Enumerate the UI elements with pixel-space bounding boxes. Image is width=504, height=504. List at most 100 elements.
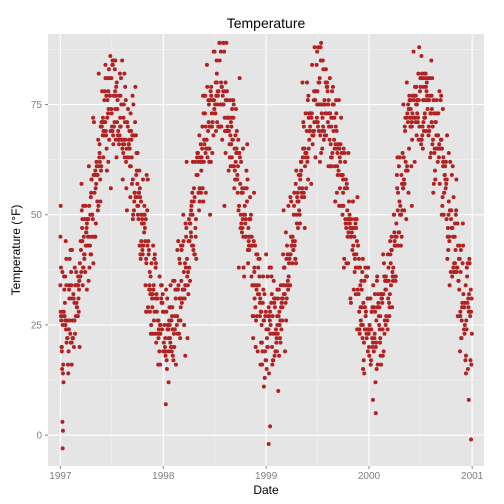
data-point bbox=[246, 239, 251, 244]
data-point bbox=[312, 45, 317, 50]
data-point bbox=[357, 327, 362, 332]
data-point bbox=[249, 274, 254, 279]
data-point bbox=[204, 62, 209, 67]
data-point bbox=[64, 256, 69, 261]
data-point bbox=[295, 190, 300, 195]
data-point bbox=[368, 358, 373, 363]
data-point bbox=[103, 128, 108, 133]
data-point bbox=[406, 102, 411, 107]
data-point bbox=[133, 120, 138, 125]
data-point bbox=[154, 309, 159, 314]
data-point bbox=[437, 142, 442, 147]
data-point bbox=[409, 164, 414, 169]
data-point bbox=[189, 234, 194, 239]
data-point bbox=[368, 296, 373, 301]
data-point bbox=[389, 234, 394, 239]
data-point bbox=[106, 89, 111, 94]
data-point bbox=[184, 159, 189, 164]
data-point bbox=[292, 243, 297, 248]
data-point bbox=[99, 164, 104, 169]
data-point bbox=[124, 186, 129, 191]
data-point bbox=[191, 243, 196, 248]
data-point bbox=[463, 358, 468, 363]
data-point bbox=[395, 186, 400, 191]
data-point bbox=[418, 76, 423, 81]
chart-title: Temperature bbox=[227, 15, 306, 31]
data-point bbox=[182, 261, 187, 266]
data-point bbox=[459, 318, 464, 323]
data-point bbox=[279, 327, 284, 332]
data-point bbox=[445, 133, 450, 138]
data-point bbox=[246, 225, 251, 230]
data-point bbox=[373, 309, 378, 314]
data-point bbox=[170, 305, 175, 310]
data-point bbox=[334, 190, 339, 195]
data-point bbox=[123, 137, 128, 142]
data-point bbox=[321, 137, 326, 142]
data-point bbox=[318, 45, 323, 50]
data-point bbox=[183, 265, 188, 270]
data-point bbox=[215, 120, 220, 125]
data-point bbox=[290, 234, 295, 239]
data-point bbox=[457, 287, 462, 292]
data-point bbox=[211, 133, 216, 138]
data-point bbox=[294, 168, 299, 173]
data-point bbox=[323, 102, 328, 107]
data-point bbox=[60, 322, 65, 327]
data-point bbox=[351, 287, 356, 292]
data-point bbox=[157, 349, 162, 354]
data-point bbox=[419, 142, 424, 147]
data-point bbox=[353, 221, 358, 226]
data-point bbox=[272, 305, 277, 310]
data-point bbox=[413, 115, 418, 120]
data-point bbox=[445, 225, 450, 230]
data-point bbox=[457, 243, 462, 248]
data-point bbox=[302, 146, 307, 151]
data-point bbox=[344, 181, 349, 186]
data-point bbox=[423, 115, 428, 120]
data-point bbox=[431, 190, 436, 195]
data-point bbox=[405, 164, 410, 169]
data-point bbox=[392, 230, 397, 235]
data-point bbox=[357, 331, 362, 336]
data-point bbox=[171, 331, 176, 336]
data-point bbox=[201, 199, 206, 204]
data-point bbox=[87, 243, 92, 248]
data-point bbox=[91, 261, 96, 266]
data-point bbox=[270, 314, 275, 319]
data-point bbox=[116, 128, 121, 133]
data-point bbox=[440, 106, 445, 111]
data-point bbox=[251, 336, 256, 341]
data-point bbox=[421, 120, 426, 125]
data-point bbox=[266, 371, 271, 376]
data-point bbox=[110, 128, 115, 133]
data-point bbox=[325, 120, 330, 125]
data-point bbox=[467, 256, 472, 261]
x-tick-label: 2000 bbox=[358, 471, 381, 482]
data-point bbox=[400, 151, 405, 156]
data-point bbox=[370, 340, 375, 345]
data-point bbox=[300, 80, 305, 85]
data-point bbox=[78, 239, 83, 244]
data-point bbox=[259, 322, 264, 327]
data-point bbox=[146, 252, 151, 257]
data-point bbox=[411, 98, 416, 103]
data-point bbox=[257, 274, 262, 279]
data-point bbox=[446, 212, 451, 217]
data-point bbox=[193, 234, 198, 239]
data-point bbox=[106, 106, 111, 111]
data-point bbox=[375, 362, 380, 367]
data-point bbox=[126, 106, 131, 111]
data-point bbox=[370, 344, 375, 349]
data-point bbox=[80, 225, 85, 230]
data-point bbox=[147, 287, 152, 292]
data-point bbox=[349, 217, 354, 222]
data-point bbox=[122, 155, 127, 160]
data-point bbox=[424, 89, 429, 94]
data-point bbox=[142, 203, 147, 208]
data-point bbox=[210, 151, 215, 156]
data-point bbox=[363, 314, 368, 319]
data-point bbox=[434, 98, 439, 103]
data-point bbox=[286, 203, 291, 208]
data-point bbox=[315, 49, 320, 54]
